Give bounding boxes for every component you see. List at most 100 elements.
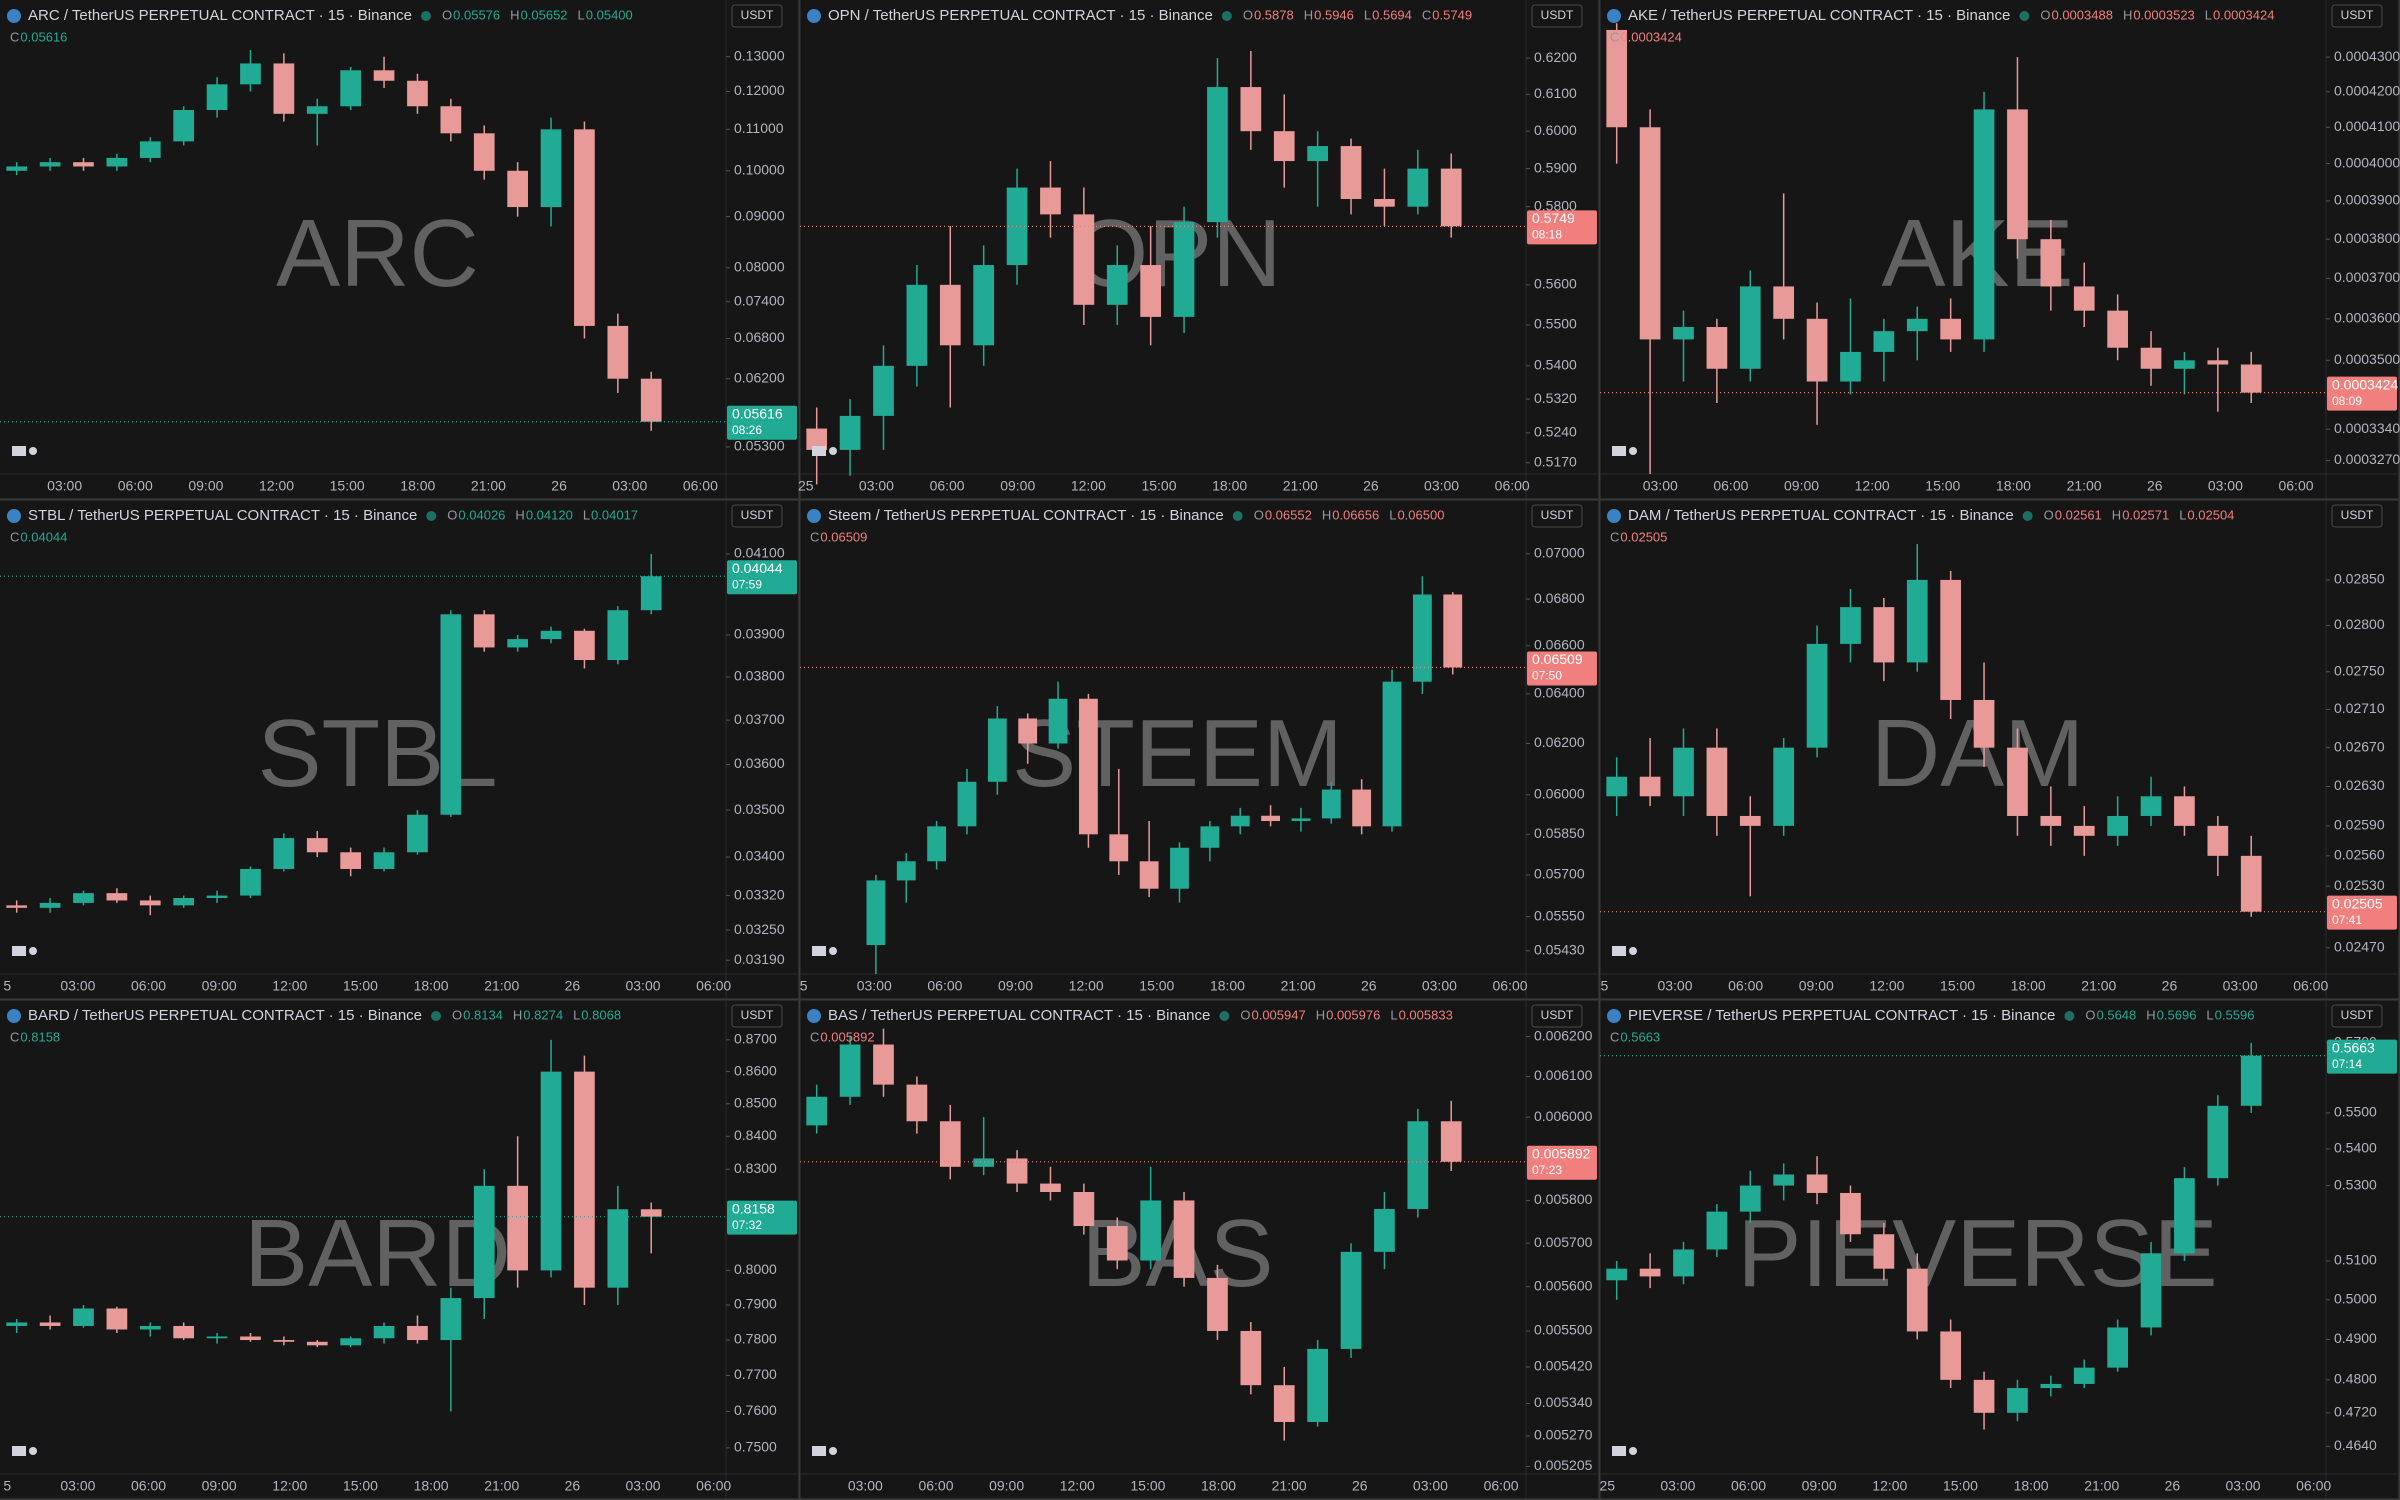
x-tick-label: 12:00 [272,978,307,994]
candle-body [2107,815,2128,836]
candle-body [1773,747,1795,826]
legend-value: 0.02505 [1620,529,1667,544]
x-tick-label: 26 [2147,478,2163,494]
x-tick-label: 21:00 [2081,978,2116,994]
candle-body [1173,1200,1195,1278]
candle-body [1639,776,1661,797]
candle-body [1639,127,1661,340]
y-tick-label: 0.07000 [1534,544,1585,560]
x-tick-label: 26 [1361,978,1377,994]
candle-body [507,1185,528,1271]
currency-label[interactable]: USDT [1541,508,1574,522]
candle-body [866,880,886,946]
y-tick-label: 0.06800 [734,329,785,345]
legend-key: L [2205,7,2212,22]
candle-body [306,838,328,853]
x-tick-label: 06:00 [1731,1478,1766,1494]
candle-body [1240,87,1262,132]
y-tick-label: 0.02710 [2334,700,2385,716]
currency-label[interactable]: USDT [741,1008,774,1022]
symbol-icon [7,1009,21,1023]
candle-body [927,826,947,862]
price-countdown: 08:09 [2332,394,2362,408]
currency-label[interactable]: USDT [741,508,774,522]
x-tick-label: 21:00 [1281,978,1316,994]
candle-body [2240,1055,2262,1106]
legend-key: H [1316,1007,1325,1022]
y-tick-label: 0.02850 [2334,571,2385,587]
status-dot [426,511,437,521]
y-tick-label: 0.02670 [2334,738,2385,754]
currency-button[interactable] [1531,4,1583,28]
candle-body [306,106,328,114]
candle-body [2073,825,2095,836]
currency-button[interactable] [731,1004,783,1028]
y-tick-label: 0.005500 [1534,1322,1593,1338]
x-tick-label: 09:00 [202,1478,237,1494]
candle-body [2207,360,2229,365]
currency-button[interactable] [731,4,783,28]
x-tick-label: 03:00 [1422,978,1457,994]
x-tick-label: 26 [2165,1478,2181,1494]
currency-label[interactable]: USDT [1541,1008,1574,1022]
legend-key: L [573,1007,580,1022]
candle-body [574,129,595,326]
candle-body [1106,265,1128,305]
currency-label[interactable]: USDT [1541,8,1574,22]
candle-body [1006,187,1028,266]
currency-label[interactable]: USDT [2341,508,2374,522]
y-tick-label: 0.5320 [1534,390,1577,406]
chart-title: BARD / TetherUS PERPETUAL CONTRACT · 15 … [28,1007,422,1024]
pane: BARD 0.8700 0.8600 0.8500 0.8400 0.8300 0.8000… [0,1000,801,1500]
pane: OPN0.62000.61000.60000.59000.58000.56000… [798,0,1601,501]
legend-value: 0.5694 [1372,7,1412,22]
x-tick-label: 21:00 [471,478,506,494]
legend-value: 0.8274 [523,1007,563,1022]
legend-key: O [1254,507,1264,522]
candle-body [939,284,961,346]
y-tick-label: 0.05300 [734,438,785,454]
y-tick-label: 0.03250 [734,921,785,937]
y-tick-label: 0.07400 [734,292,785,308]
candle-body [1018,718,1038,744]
x-tick-label: 06:00 [696,1478,731,1494]
y-tick-label: 0.06600 [1534,636,1585,652]
legend-value: 0.06509 [820,529,867,544]
candle-body [1073,1192,1095,1227]
currency-button[interactable] [2331,504,2383,528]
symbol-icon [1607,1009,1621,1023]
y-tick-label: 0.005340 [1534,1394,1593,1410]
currency-button[interactable] [2331,4,2383,28]
legend-key: L [2206,1007,2213,1022]
candle-body [1940,579,1962,700]
candle-body [1840,1192,1861,1235]
candle-body [173,898,195,906]
candle-body [1443,594,1463,668]
candle-body [607,1209,629,1288]
candle-body [2007,109,2028,240]
x-tick-label: 09:00 [202,978,237,994]
x-tick-label: 5 [3,1478,11,1494]
currency-button[interactable] [2331,1004,2383,1028]
candle-body [373,1325,395,1339]
candle-body [6,1322,28,1326]
currency-label[interactable]: USDT [2341,8,2374,22]
watermark: ARC [276,200,479,307]
currency-label[interactable]: USDT [2341,1008,2374,1022]
price-label: 0.005892 [1532,1145,1591,1161]
legend-key: C [810,1029,819,1044]
legend-key: L [583,507,590,522]
currency-button[interactable] [1531,504,1583,528]
currency-button[interactable] [1531,1004,1583,1028]
legend-value: 0.06552 [1265,507,1312,522]
currency-label[interactable]: USDT [741,8,774,22]
y-tick-label: 0.05430 [1534,942,1585,958]
candle-body [440,1298,462,1341]
candle-body [1040,187,1061,215]
currency-button[interactable] [731,504,783,528]
x-tick-label: 26 [1352,1478,1368,1494]
x-tick-label: 03:00 [1413,1478,1448,1494]
status-dot [2022,511,2033,521]
status-dot [1232,511,1243,521]
candle-body [39,162,61,167]
